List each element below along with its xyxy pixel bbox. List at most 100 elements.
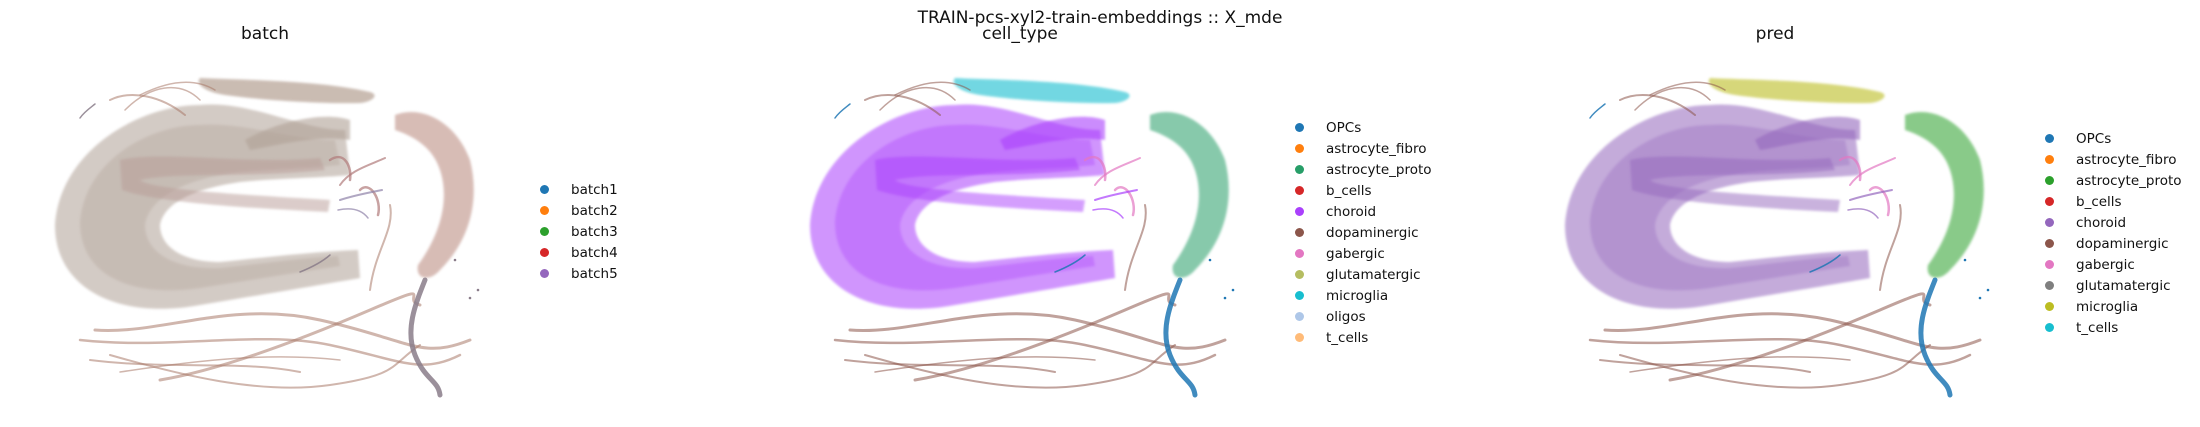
- cluster-strand: [1619, 94, 1696, 116]
- legend-label: gabergic: [2076, 256, 2135, 273]
- legend-label: batch1: [571, 181, 618, 198]
- legend-marker-dot: [2045, 302, 2054, 311]
- cluster-strand: [139, 81, 216, 96]
- legend-marker-dot: [1295, 312, 1304, 321]
- cluster-strand: [124, 86, 201, 111]
- legend-label: astrocyte_proto: [1326, 161, 1432, 178]
- cluster-small-strand: [337, 208, 369, 219]
- cluster-strand: [1649, 81, 1726, 96]
- cluster-right-crescent: [1150, 112, 1229, 278]
- legend-label: choroid: [2076, 214, 2127, 231]
- panel-title: cell_type: [982, 24, 1058, 44]
- embedding-scatter-plot: [55, 78, 480, 398]
- cluster-strand: [1124, 204, 1147, 291]
- legend: OPCs astrocyte_fibro astrocyte_proto b_cell…: [2045, 128, 2182, 338]
- legend-label: t_cells: [2076, 319, 2119, 336]
- legend-entry: batch3: [540, 221, 618, 242]
- legend-entry: gabergic: [1295, 243, 1432, 264]
- legend-marker-dot: [2045, 218, 2054, 227]
- legend-marker-dot: [540, 206, 549, 215]
- outlier-point: [476, 288, 480, 292]
- cluster-strand: [109, 94, 186, 116]
- cluster-strand: [1668, 292, 1932, 382]
- outlier-point: [1231, 288, 1235, 292]
- legend-entry: glutamatergic: [1295, 264, 1432, 285]
- legend-label: glutamatergic: [2076, 277, 2171, 294]
- cluster-inner-u: [1630, 156, 1840, 212]
- legend-entry: astrocyte_proto: [2045, 170, 2182, 191]
- cluster-strand: [93, 312, 472, 350]
- legend-marker-dot: [1295, 186, 1304, 195]
- cluster-opc-hook: [1163, 277, 1198, 398]
- cluster-opc-hook: [299, 254, 331, 273]
- cluster-opc-hook: [408, 277, 443, 398]
- legend-label: astrocyte_fibro: [2076, 151, 2177, 168]
- cluster-gabergic-strand: [1838, 155, 1862, 182]
- cluster-strand: [864, 94, 941, 116]
- cluster-upper-arc: [245, 116, 350, 150]
- cluster-strand: [1599, 359, 1811, 373]
- cluster-small-strand: [1847, 208, 1879, 219]
- cluster-strand: [874, 356, 1096, 373]
- legend-marker-dot: [1295, 228, 1304, 237]
- cluster-inner-u: [120, 156, 330, 212]
- legend-marker-dot: [1295, 207, 1304, 216]
- cluster-strand: [119, 356, 341, 373]
- legend-marker-dot: [2045, 239, 2054, 248]
- legend-entry: OPCs: [1295, 117, 1432, 138]
- legend-label: microglia: [2076, 298, 2139, 315]
- cluster-top-band: [953, 78, 1130, 104]
- legend-label: oligos: [1326, 308, 1366, 325]
- cluster-gabergic-strand: [328, 155, 352, 182]
- legend-label: batch3: [571, 223, 618, 240]
- legend-label: OPCs: [1326, 119, 1362, 136]
- legend-entry: dopaminergic: [2045, 233, 2182, 254]
- legend: OPCs astrocyte_fibro astrocyte_proto b_cell…: [1295, 117, 1432, 348]
- legend-marker-dot: [540, 248, 549, 257]
- cluster-strand: [848, 312, 1227, 350]
- cluster-small-strand: [1092, 208, 1124, 219]
- legend-label: batch2: [571, 202, 618, 219]
- legend-marker-dot: [1295, 291, 1304, 300]
- cluster-strand: [158, 292, 422, 382]
- legend-entry: glutamatergic: [2045, 275, 2182, 296]
- legend-entry: batch5: [540, 263, 618, 284]
- legend-entry: t_cells: [1295, 327, 1432, 348]
- cluster-strand: [89, 359, 301, 373]
- cluster-gabergic-strand: [1083, 155, 1107, 182]
- panel-title: pred: [1755, 24, 1795, 44]
- cluster-opc-hook: [79, 103, 96, 119]
- legend-entry: batch1: [540, 179, 618, 200]
- outlier-point: [1223, 296, 1227, 300]
- cluster-gabergic-strand: [358, 186, 381, 217]
- cluster-opc-hook: [834, 103, 851, 119]
- legend-marker-dot: [1295, 144, 1304, 153]
- cluster-right-crescent: [395, 112, 474, 278]
- legend-entry: microglia: [2045, 296, 2182, 317]
- panel-title: batch: [241, 24, 289, 44]
- legend-marker-dot: [1295, 165, 1304, 174]
- cluster-gabergic-strand: [1094, 157, 1141, 186]
- legend-marker-dot: [2045, 281, 2054, 290]
- legend-entry: astrocyte_fibro: [2045, 149, 2182, 170]
- legend-entry: batch4: [540, 242, 618, 263]
- cluster-strand: [1603, 312, 1982, 350]
- legend-label: astrocyte_proto: [2076, 172, 2182, 189]
- cluster-upper-arc: [1755, 116, 1860, 150]
- cluster-gabergic-strand: [1868, 186, 1891, 217]
- cluster-strand: [369, 204, 392, 291]
- legend-marker-dot: [540, 227, 549, 236]
- legend-marker-dot: [1295, 333, 1304, 342]
- cluster-upper-arc: [1000, 116, 1105, 150]
- legend-marker-dot: [2045, 134, 2054, 143]
- cluster-small-strand: [339, 189, 383, 201]
- cluster-strand: [913, 292, 1177, 382]
- legend-entry: OPCs: [2045, 128, 2182, 149]
- cluster-gabergic-strand: [1113, 186, 1136, 217]
- legend-marker-dot: [2045, 260, 2054, 269]
- legend-entry: b_cells: [2045, 191, 2182, 212]
- cluster-opc-hook: [1918, 277, 1953, 398]
- cluster-strand: [864, 344, 1176, 389]
- legend-label: batch5: [571, 265, 618, 282]
